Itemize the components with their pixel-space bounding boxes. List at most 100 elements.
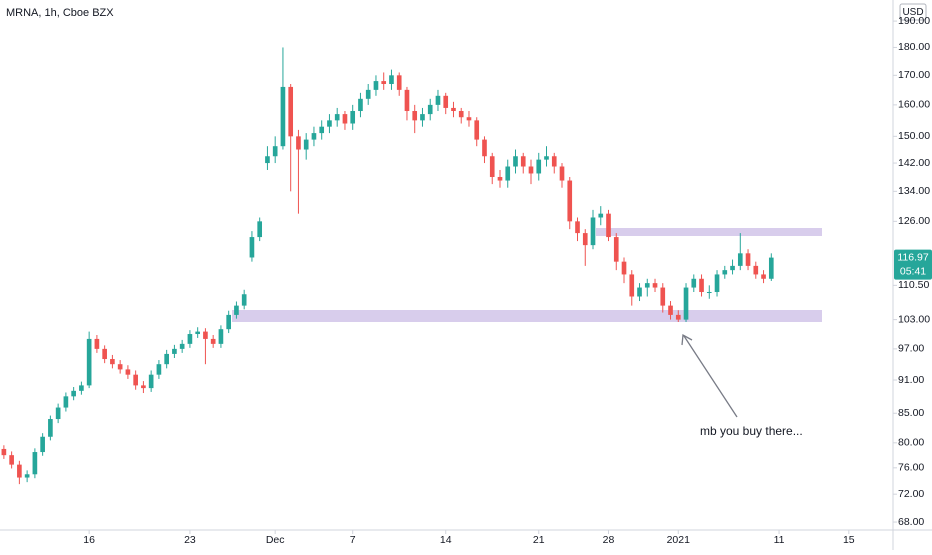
- candle-body: [551, 156, 557, 167]
- candle-body: [63, 396, 69, 408]
- y-tick-label: 103.00: [898, 313, 930, 325]
- candle-body: [17, 464, 22, 478]
- candle-body: [722, 270, 728, 275]
- candle-body: [536, 159, 542, 174]
- symbol-title: MRNA, 1h, Cboe BZX: [6, 7, 114, 19]
- candle-body: [660, 287, 666, 306]
- candle-body: [280, 86, 286, 147]
- candle-body: [606, 213, 611, 238]
- candle-body: [714, 274, 720, 293]
- candle-body: [48, 419, 53, 437]
- candle-body: [342, 114, 348, 124]
- y-tick-label: 72.00: [898, 488, 924, 500]
- candle-body: [79, 385, 84, 391]
- x-tick-label: Dec: [266, 534, 285, 546]
- y-tick-label: 80.00: [898, 437, 924, 449]
- candle-body: [435, 95, 441, 105]
- arrow: [683, 335, 738, 418]
- candle-body: [753, 265, 759, 275]
- candle-body: [598, 213, 604, 218]
- candle-body: [443, 95, 449, 108]
- candle-body: [544, 156, 549, 160]
- candle-body: [257, 221, 263, 238]
- y-tick-label: 170.00: [898, 69, 930, 81]
- support-zone: [232, 310, 822, 322]
- annotation: mb you buy there...: [700, 424, 803, 438]
- candle-body: [489, 156, 495, 177]
- candle-body: [505, 166, 511, 181]
- candle-body: [133, 374, 138, 386]
- last-price-label: 116.97: [897, 251, 928, 263]
- candle-body: [668, 305, 673, 315]
- x-tick-label: 11: [774, 534, 785, 546]
- candle-body: [730, 265, 735, 271]
- y-tick-label: 91.00: [898, 374, 924, 386]
- candle-body: [71, 390, 76, 397]
- candle-body: [141, 385, 146, 389]
- candle-body: [187, 334, 193, 344]
- y-tick-label: 110.50: [898, 279, 929, 291]
- candle-body: [761, 274, 766, 279]
- candle-body: [373, 81, 379, 90]
- candle-body: [389, 75, 394, 84]
- y-tick-label: 126.00: [898, 215, 930, 227]
- candle-body: [482, 139, 487, 157]
- candle-body: [466, 117, 472, 121]
- x-tick-label: 2021: [667, 534, 691, 546]
- candle-body: [404, 89, 410, 112]
- candle-body: [303, 139, 309, 150]
- candle-body: [575, 221, 580, 234]
- y-tick-label: 180.00: [898, 41, 930, 53]
- candle-body: [117, 364, 123, 370]
- candle-body: [621, 261, 627, 275]
- candle-body: [582, 233, 588, 246]
- candle-body: [226, 314, 232, 330]
- x-tick-label: 15: [843, 534, 855, 546]
- candle-body: [613, 237, 619, 262]
- candle-body: [381, 81, 387, 84]
- candle-body: [9, 455, 14, 465]
- y-tick-label: 85.00: [898, 407, 924, 419]
- candle-body: [32, 452, 38, 475]
- candle-body: [241, 294, 247, 306]
- candle-body: [234, 305, 239, 315]
- arrow-head: [681, 333, 693, 346]
- candle-body: [272, 146, 278, 157]
- candle-body: [172, 348, 177, 354]
- currency-box: [899, 3, 927, 21]
- candle-body: [675, 314, 681, 320]
- y-tick-label: 150.00: [898, 130, 930, 142]
- y-tick-label: 68.00: [898, 516, 924, 528]
- candle-body: [334, 114, 340, 121]
- y-tick-label: 76.00: [898, 462, 924, 474]
- candle-body: [706, 292, 712, 294]
- candle-body: [691, 278, 697, 288]
- candle-body: [94, 338, 100, 349]
- candle-body: [195, 331, 200, 335]
- candle-body: [629, 274, 635, 297]
- candle-body: [427, 104, 433, 115]
- resistance-zone: [596, 228, 822, 236]
- candle-body: [358, 98, 363, 112]
- candle-body: [296, 136, 301, 150]
- candle-body: [179, 343, 185, 349]
- candle-body: [218, 329, 224, 344]
- candle-body: [311, 133, 317, 140]
- candle-body: [102, 348, 107, 360]
- x-tick-label: 21: [533, 534, 545, 546]
- candle-body: [699, 278, 704, 293]
- candle-body: [420, 114, 425, 121]
- candle-body: [24, 474, 30, 478]
- last-price-box: [894, 249, 932, 280]
- x-tick-label: 28: [603, 534, 615, 546]
- candle-body: [590, 217, 596, 246]
- candle-body: [350, 111, 356, 124]
- candle-body: [125, 369, 131, 375]
- candle-body: [210, 338, 216, 344]
- candle-body: [474, 120, 480, 140]
- y-tick-label: 190.00: [898, 15, 930, 27]
- candle-body: [683, 287, 689, 320]
- y-tick-label: 134.00: [898, 185, 930, 197]
